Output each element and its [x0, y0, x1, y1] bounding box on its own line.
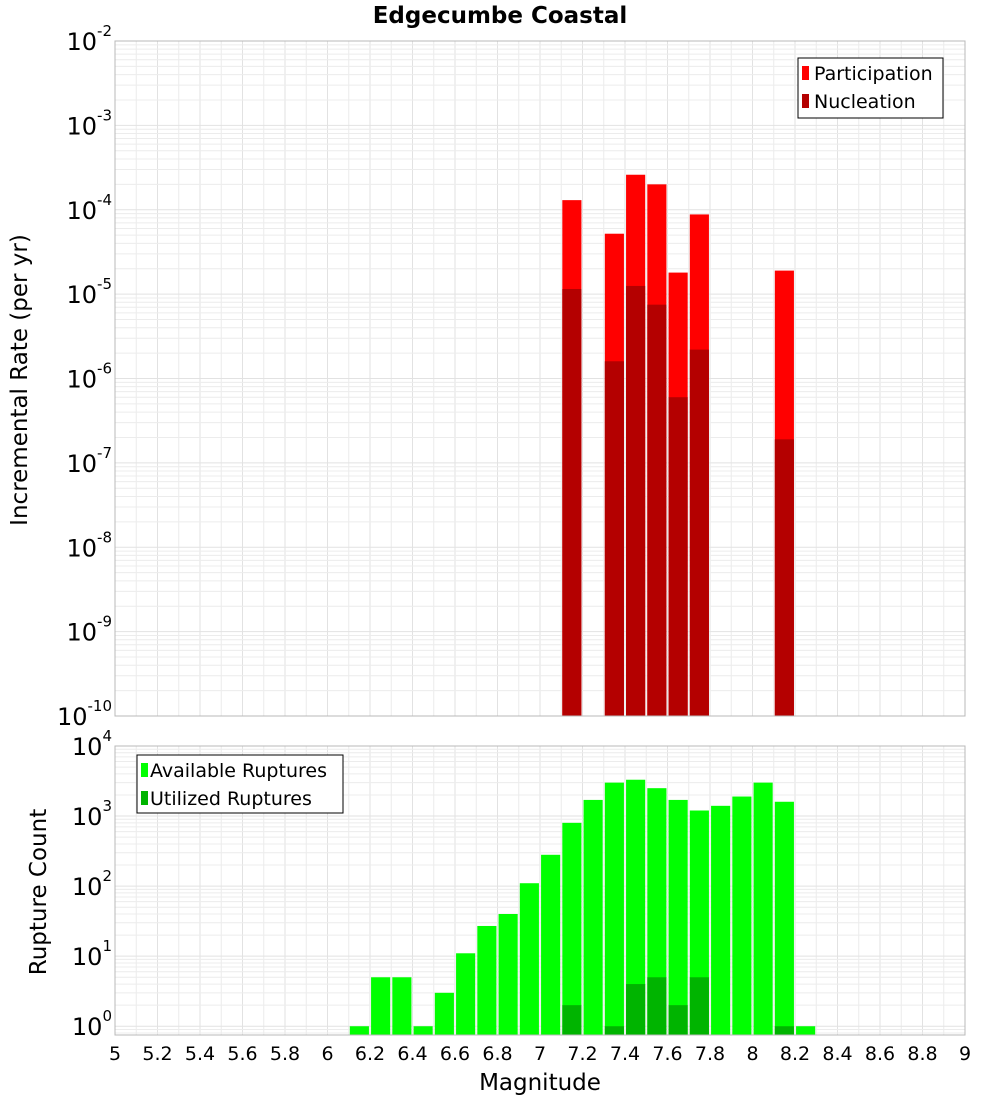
available-ruptures-bar	[392, 977, 412, 1035]
x-tick-label: 6.6	[440, 1043, 470, 1065]
available-ruptures-bar	[732, 796, 752, 1035]
x-tick-label: 7.8	[695, 1043, 725, 1065]
available-ruptures-bar	[413, 1026, 433, 1035]
available-ruptures-bar	[774, 801, 794, 1035]
x-tick-label: 8	[746, 1043, 758, 1065]
x-tick-label: 7	[534, 1043, 546, 1065]
legend-swatch-utilized-ruptures	[141, 791, 148, 805]
legend-label-utilized-ruptures: Utilized Ruptures	[150, 788, 312, 810]
nucleation-bar	[562, 289, 582, 716]
x-tick-label: 5.2	[142, 1043, 172, 1065]
y-tick-label: 10-10	[57, 697, 112, 731]
x-tick-label: 7.2	[567, 1043, 597, 1065]
y-tick-label: 10-8	[66, 528, 112, 562]
utilized-ruptures-bar	[604, 1026, 624, 1035]
x-tick-label: 7.6	[652, 1043, 682, 1065]
top-bars	[562, 174, 794, 717]
y-tick-label: 10-4	[66, 191, 112, 225]
x-tick-label: 5.6	[227, 1043, 257, 1065]
utilized-ruptures-bar	[774, 1026, 794, 1035]
legend-label-nucleation: Nucleation	[814, 91, 916, 113]
y-tick-label: 10-6	[66, 360, 112, 394]
available-ruptures-bar	[647, 788, 667, 1035]
top-grid	[114, 41, 966, 717]
utilized-ruptures-bar	[689, 977, 709, 1035]
nucleation-bar	[689, 349, 709, 716]
utilized-ruptures-bar	[668, 1005, 688, 1035]
x-tick-label: 5	[109, 1043, 121, 1065]
y-tick-label: 10-2	[66, 22, 112, 56]
top-legend: Participation Nucleation	[797, 57, 944, 119]
available-ruptures-bar	[753, 782, 773, 1035]
x-tick-label: 8.4	[822, 1043, 852, 1065]
utilized-ruptures-bar	[647, 977, 667, 1035]
legend-swatch-participation	[802, 66, 809, 80]
x-tick-label: 8.2	[780, 1043, 810, 1065]
y-tick-label: 103	[72, 797, 112, 831]
legend-swatch-nucleation	[802, 94, 809, 108]
available-ruptures-bar	[519, 883, 539, 1035]
x-tick-label: 5.4	[185, 1043, 215, 1065]
top-legend-box	[797, 57, 944, 119]
available-ruptures-bar	[498, 914, 518, 1035]
y-tick-label: 100	[72, 1007, 112, 1041]
available-ruptures-bar	[796, 1026, 816, 1035]
available-ruptures-bar	[604, 782, 624, 1035]
y-tick-label: 10-3	[66, 106, 112, 140]
legend-label-available-ruptures: Available Ruptures	[150, 760, 327, 782]
nucleation-bar	[626, 285, 646, 716]
y-tick-label: 10-9	[66, 613, 112, 647]
available-ruptures-bar	[541, 854, 561, 1035]
nucleation-bar	[647, 304, 667, 716]
x-axis-title: Magnitude	[479, 1070, 601, 1096]
available-ruptures-bar	[668, 799, 688, 1035]
x-tick-label: 8.6	[865, 1043, 895, 1065]
available-ruptures-bar	[711, 805, 731, 1035]
top-y-axis-title: Incremental Rate (per yr)	[7, 234, 33, 526]
nucleation-bar	[774, 439, 794, 716]
available-ruptures-bar	[371, 977, 391, 1035]
available-ruptures-bar	[349, 1026, 369, 1035]
x-tick-label: 6	[321, 1043, 333, 1065]
utilized-ruptures-bar	[562, 1005, 582, 1035]
legend-label-participation: Participation	[814, 63, 933, 85]
available-ruptures-bar	[456, 953, 476, 1035]
bottom-bars	[349, 779, 816, 1035]
available-ruptures-bar	[562, 822, 582, 1035]
x-tick-label: 5.8	[270, 1043, 300, 1065]
x-tick-label: 6.8	[482, 1043, 512, 1065]
y-tick-label: 10-5	[66, 275, 112, 309]
bottom-plot-border	[114, 745, 966, 1036]
x-tick-label: 6.4	[397, 1043, 427, 1065]
chart-title: Edgecumbe Coastal	[373, 3, 628, 29]
x-tick-label: 9	[959, 1043, 971, 1065]
bottom-y-axis-title: Rupture Count	[26, 809, 52, 975]
utilized-ruptures-bar	[626, 984, 646, 1035]
x-tick-labels: 5 5.2 5.4 5.6 5.8 6 6.2 6.4 6.6 6.8 7 7.2 7.4 7.6 7.8 8…	[109, 1043, 971, 1065]
top-plot-border	[114, 40, 966, 717]
y-tick-label: 10-7	[66, 444, 112, 478]
x-tick-label: 6.2	[355, 1043, 385, 1065]
available-ruptures-bar	[583, 799, 603, 1035]
x-tick-label: 8.8	[907, 1043, 937, 1065]
available-ruptures-bar	[477, 925, 497, 1035]
top-y-tick-labels: 10-10 10-9 10-8 10-7 10-6 10-5 10-4 10-3 10-2	[57, 22, 112, 731]
nucleation-bar	[604, 361, 624, 716]
available-ruptures-bar	[434, 992, 454, 1035]
y-tick-label: 102	[72, 867, 112, 901]
y-tick-label: 104	[72, 727, 112, 761]
bottom-legend-box	[136, 754, 344, 814]
bottom-legend: Available Ruptures Utilized Ruptures	[136, 754, 344, 814]
y-tick-label: 101	[72, 937, 112, 971]
x-tick-label: 7.4	[610, 1043, 640, 1065]
nucleation-bar	[668, 397, 688, 716]
available-ruptures-bar	[626, 779, 646, 1035]
legend-swatch-available-ruptures	[141, 763, 148, 777]
bottom-y-tick-labels: 100 101 102 103 104	[72, 727, 112, 1041]
